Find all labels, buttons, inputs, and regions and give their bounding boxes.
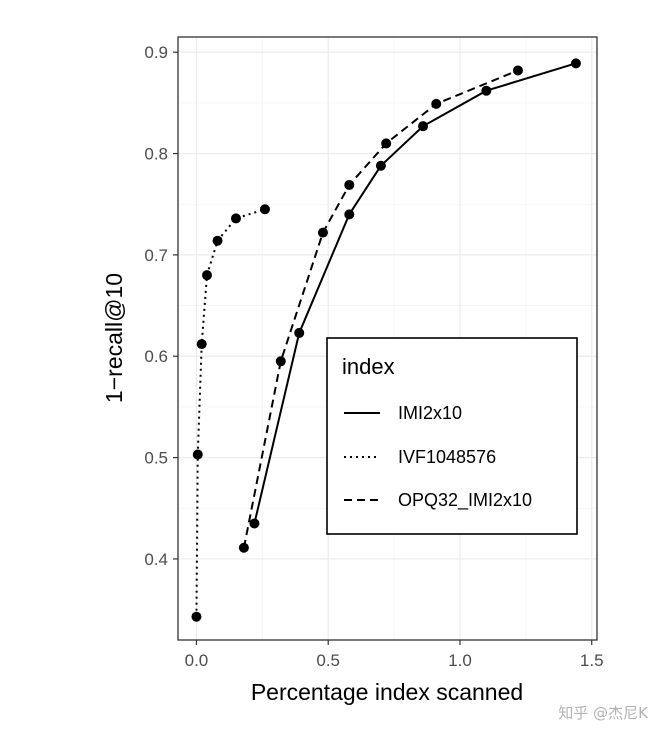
watermark: 知乎 @杰尼K — [558, 704, 649, 722]
y-tick-label: 0.4 — [144, 550, 168, 569]
data-point-opq32-imi2x10 — [275, 356, 286, 367]
x-axis-title: Percentage index scanned — [251, 679, 523, 705]
x-axis: 0.0 0.5 1.0 1.5 — [185, 640, 604, 670]
y-tick-label: 0.9 — [144, 43, 168, 62]
y-tick-label: 0.8 — [144, 145, 168, 164]
plot-panel-border — [177, 36, 598, 641]
legend-label-ivf1048576: IVF1048576 — [398, 447, 496, 467]
x-tick-label: 1.0 — [448, 651, 472, 670]
legend-label-imi2x10: IMI2x10 — [398, 403, 462, 423]
x-tick-label: 0.5 — [316, 651, 340, 670]
data-point-imi2x10 — [294, 327, 305, 338]
x-tick-label: 1.5 — [580, 651, 604, 670]
legend-title: index — [342, 354, 395, 379]
data-point-imi2x10 — [249, 518, 260, 529]
data-point-ivf1048576 — [212, 235, 223, 246]
data-point-ivf1048576 — [259, 204, 270, 215]
x-tick-label: 0.0 — [185, 651, 209, 670]
data-point-imi2x10 — [481, 85, 492, 96]
data-point-ivf1048576 — [230, 213, 241, 224]
data-point-opq32-imi2x10 — [344, 179, 355, 190]
series-layer — [191, 58, 581, 622]
data-point-opq32-imi2x10 — [381, 138, 392, 149]
y-axis-title: 1−recall@10 — [101, 273, 127, 403]
y-tick-label: 0.6 — [144, 347, 168, 366]
data-point-opq32-imi2x10 — [431, 98, 442, 109]
data-point-ivf1048576 — [201, 270, 212, 281]
data-point-ivf1048576 — [196, 339, 207, 350]
data-point-opq32-imi2x10 — [512, 65, 523, 76]
legend-label-opq32-imi2x10: OPQ32_IMI2x10 — [398, 490, 532, 511]
legend: index IMI2x10 IVF1048576 OPQ32_IMI2x10 — [326, 337, 578, 535]
y-axis: 0.4 0.5 0.6 0.7 0.8 0.9 — [144, 43, 178, 569]
y-tick-label: 0.7 — [144, 246, 168, 265]
data-point-opq32-imi2x10 — [238, 542, 249, 553]
data-point-imi2x10 — [570, 58, 581, 69]
data-point-ivf1048576 — [191, 611, 202, 622]
data-point-imi2x10 — [375, 160, 386, 171]
y-tick-label: 0.5 — [144, 449, 168, 468]
data-point-opq32-imi2x10 — [317, 227, 328, 238]
legend-box — [326, 337, 578, 535]
data-point-imi2x10 — [418, 121, 429, 132]
data-point-ivf1048576 — [192, 449, 203, 460]
data-point-imi2x10 — [344, 209, 355, 220]
